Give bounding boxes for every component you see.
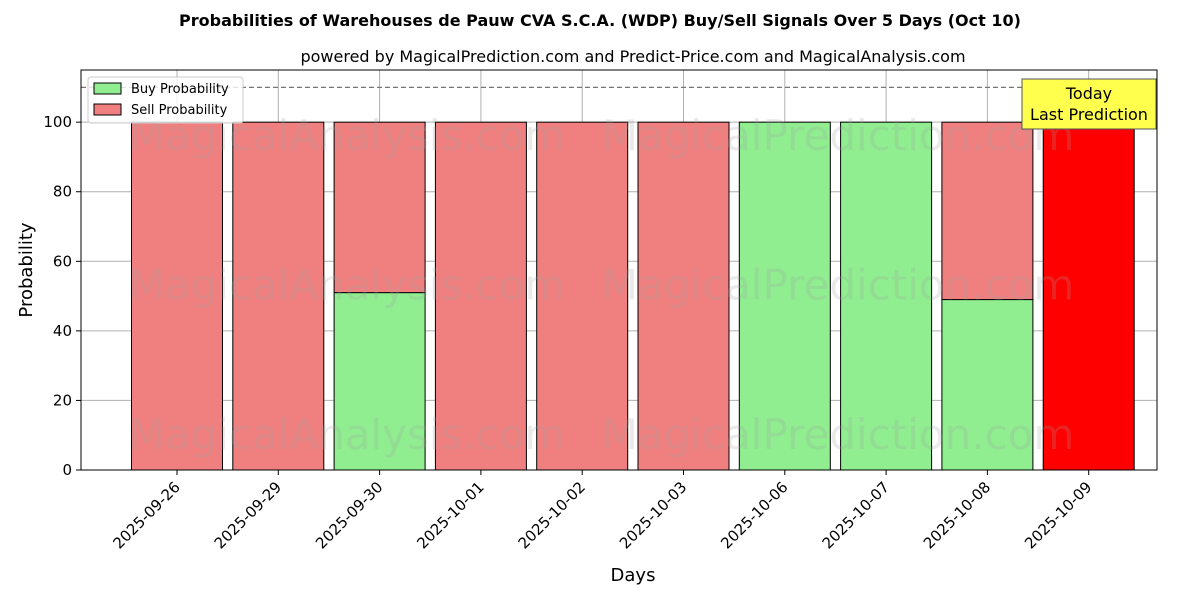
y-tick-label: 60 xyxy=(53,252,72,270)
legend-frame xyxy=(87,76,244,124)
x-axis-label: Days xyxy=(611,565,656,586)
watermark-analysis: MagicalAnalysis.com xyxy=(129,261,566,310)
x-tick-label: 2025-10-02 xyxy=(515,478,589,552)
legend: Buy Probability Sell Probability xyxy=(87,76,244,124)
x-tick-label: 2025-09-29 xyxy=(211,478,285,552)
sell-bar-2025-10-02 xyxy=(536,121,629,471)
y-tick-label: 0 xyxy=(62,461,72,479)
today-label: Today xyxy=(1065,84,1112,103)
watermark-prediction: MagicalPrediction.com xyxy=(602,261,1075,310)
y-tick-label: 100 xyxy=(43,113,72,131)
sell-bar-2025-09-26 xyxy=(131,121,223,471)
buy-bar-2025-10-08 xyxy=(941,299,1034,471)
y-axis-label: Probability xyxy=(16,222,37,317)
x-tick-label: 2025-10-03 xyxy=(616,478,690,552)
sell-bar-2025-10-03 xyxy=(637,121,730,471)
today-box xyxy=(1021,78,1157,130)
sell-bar-2025-09-30 xyxy=(333,121,426,294)
sell-bar-2025-10-09 xyxy=(1042,121,1135,471)
buy-bar-2025-10-07 xyxy=(840,121,933,471)
x-tick-label: 2025-10-06 xyxy=(717,478,791,552)
watermark-prediction: MagicalPrediction.com xyxy=(602,410,1075,459)
watermark-analysis: MagicalAnalysis.com xyxy=(129,410,566,459)
y-tick-label: 80 xyxy=(53,183,72,201)
bars xyxy=(131,121,1135,471)
chart-subtitle: powered by MagicalPrediction.com and Pre… xyxy=(300,47,965,66)
x-tick-label: 2025-09-26 xyxy=(109,478,183,552)
y-tick-label: 40 xyxy=(53,322,72,340)
legend-swatch-sell xyxy=(93,103,122,116)
sell-bar-2025-10-08 xyxy=(941,121,1034,301)
x-tick-label: 2025-09-30 xyxy=(312,478,386,552)
x-tick-label: 2025-10-08 xyxy=(920,478,994,552)
legend-label-buy: Buy Probability xyxy=(131,82,229,97)
chart-title: Probabilities of Warehouses de Pauw CVA … xyxy=(179,11,1021,30)
watermark-prediction: MagicalPrediction.com xyxy=(602,111,1075,160)
plot-frame xyxy=(80,69,1158,471)
today-annotation: Today Last Prediction xyxy=(1021,78,1157,130)
x-tick-label: 2025-10-09 xyxy=(1021,478,1095,552)
sell-bar-2025-10-01 xyxy=(434,121,527,471)
x-tick-label: 2025-10-01 xyxy=(413,478,487,552)
legend-label-sell: Sell Probability xyxy=(131,103,228,118)
last-prediction-label: Last Prediction xyxy=(1030,105,1148,124)
legend-swatch-buy xyxy=(93,82,122,95)
y-tick-label: 20 xyxy=(53,391,72,409)
x-tick-label: 2025-10-07 xyxy=(819,478,893,552)
